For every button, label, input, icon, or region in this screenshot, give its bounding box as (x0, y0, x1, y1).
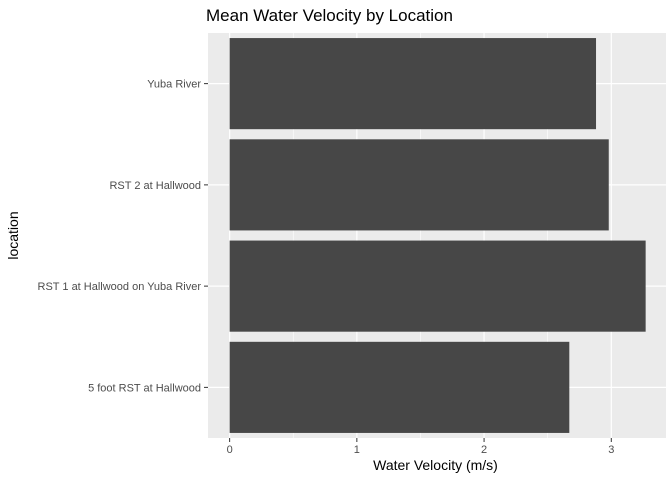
bar (229, 341, 570, 433)
x-tick-label: 2 (481, 444, 487, 456)
x-tick-label: 3 (608, 444, 614, 456)
y-tick-label: 5 foot RST at Hallwood (88, 382, 201, 394)
bar (229, 38, 597, 130)
x-tick-label: 0 (227, 444, 233, 456)
bar (229, 139, 609, 231)
y-tick-label: Yuba River (147, 79, 201, 91)
y-tick-label: RST 1 at Hallwood on Yuba River (38, 281, 202, 293)
x-tick-label: 1 (354, 444, 360, 456)
chart-title: Mean Water Velocity by Location (206, 6, 453, 25)
y-axis: Yuba River RST 2 at Hallwood RST 1 at Hall… (38, 79, 208, 394)
x-axis-title: Water Velocity (m/s) (373, 457, 498, 473)
x-axis: 0 1 2 3 (227, 438, 614, 456)
y-axis-title: location (5, 211, 21, 259)
bar (229, 240, 646, 332)
bars (229, 38, 646, 433)
y-tick-label: RST 2 at Hallwood (109, 180, 201, 192)
